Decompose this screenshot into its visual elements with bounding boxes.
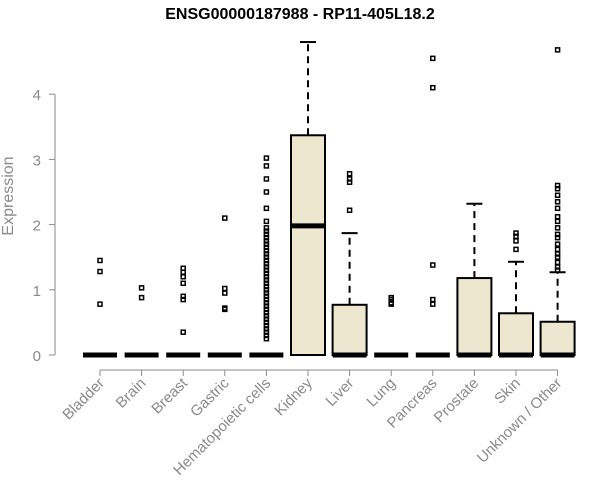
outlier-point bbox=[554, 47, 561, 53]
x-category-label: Breast bbox=[148, 374, 191, 417]
outlier-point bbox=[388, 294, 394, 301]
outlier-point bbox=[554, 225, 561, 231]
outlier-point bbox=[554, 218, 561, 225]
outlier-point bbox=[180, 280, 186, 287]
outlier-point bbox=[263, 205, 270, 212]
y-tick-label: 4 bbox=[33, 87, 41, 104]
outlier-point bbox=[554, 205, 561, 212]
outlier-point bbox=[97, 268, 103, 275]
outlier-point bbox=[222, 215, 228, 221]
outlier-point bbox=[346, 170, 353, 177]
y-tick-label: 1 bbox=[33, 283, 41, 300]
outlier-point bbox=[554, 264, 561, 270]
box bbox=[290, 134, 326, 356]
x-category-label: Bladder bbox=[59, 375, 108, 424]
outlier-point bbox=[263, 225, 270, 231]
outlier-point bbox=[430, 296, 436, 303]
outlier-point bbox=[346, 207, 353, 214]
outlier-point bbox=[513, 230, 519, 236]
outlier-point bbox=[554, 182, 561, 189]
outlier-point bbox=[97, 301, 103, 307]
outlier-point bbox=[554, 192, 561, 199]
box bbox=[498, 312, 534, 357]
outlier-point bbox=[346, 176, 353, 182]
outlier-point bbox=[180, 293, 186, 300]
outlier-point bbox=[222, 285, 228, 292]
box bbox=[331, 303, 368, 356]
x-category-label: Brain bbox=[113, 375, 150, 412]
outlier-point bbox=[554, 251, 561, 257]
outlier-point bbox=[263, 176, 270, 182]
x-category-label: Liver bbox=[322, 375, 357, 410]
x-category-label: Prostate bbox=[431, 375, 483, 427]
outlier-point bbox=[554, 241, 561, 247]
outlier-point bbox=[554, 246, 561, 253]
x-category-label: Skin bbox=[491, 375, 524, 408]
x-category-label: Kidney bbox=[271, 374, 316, 419]
outlier-point bbox=[138, 285, 145, 291]
outlier-point bbox=[138, 294, 145, 301]
outlier-point bbox=[513, 238, 519, 244]
outlier-point bbox=[222, 290, 228, 296]
y-tick-label: 0 bbox=[33, 348, 41, 365]
outlier-point bbox=[430, 301, 436, 307]
y-tick-label: 3 bbox=[33, 152, 41, 169]
x-category-label: Lung bbox=[363, 375, 399, 411]
outlier-point bbox=[263, 189, 270, 195]
outlier-point bbox=[554, 199, 561, 205]
outlier-point bbox=[430, 262, 436, 268]
outlier-point bbox=[430, 55, 436, 62]
chart-title: ENSG00000187988 - RP11-405L18.2 bbox=[165, 6, 435, 23]
outlier-point bbox=[180, 329, 186, 335]
outlier-point bbox=[554, 259, 561, 266]
outlier-point bbox=[222, 305, 228, 311]
outlier-point bbox=[430, 84, 436, 91]
outlier-point bbox=[180, 274, 186, 280]
box bbox=[539, 320, 576, 356]
box bbox=[456, 277, 493, 356]
outlier-point bbox=[180, 265, 186, 272]
outlier-point bbox=[554, 214, 561, 220]
y-tick-label: 2 bbox=[33, 218, 41, 235]
outlier-point bbox=[554, 231, 561, 238]
outlier-point bbox=[263, 163, 270, 169]
outlier-point bbox=[263, 155, 270, 161]
outlier-point bbox=[97, 257, 103, 264]
outlier-point bbox=[513, 246, 519, 253]
outlier-point bbox=[263, 218, 270, 225]
